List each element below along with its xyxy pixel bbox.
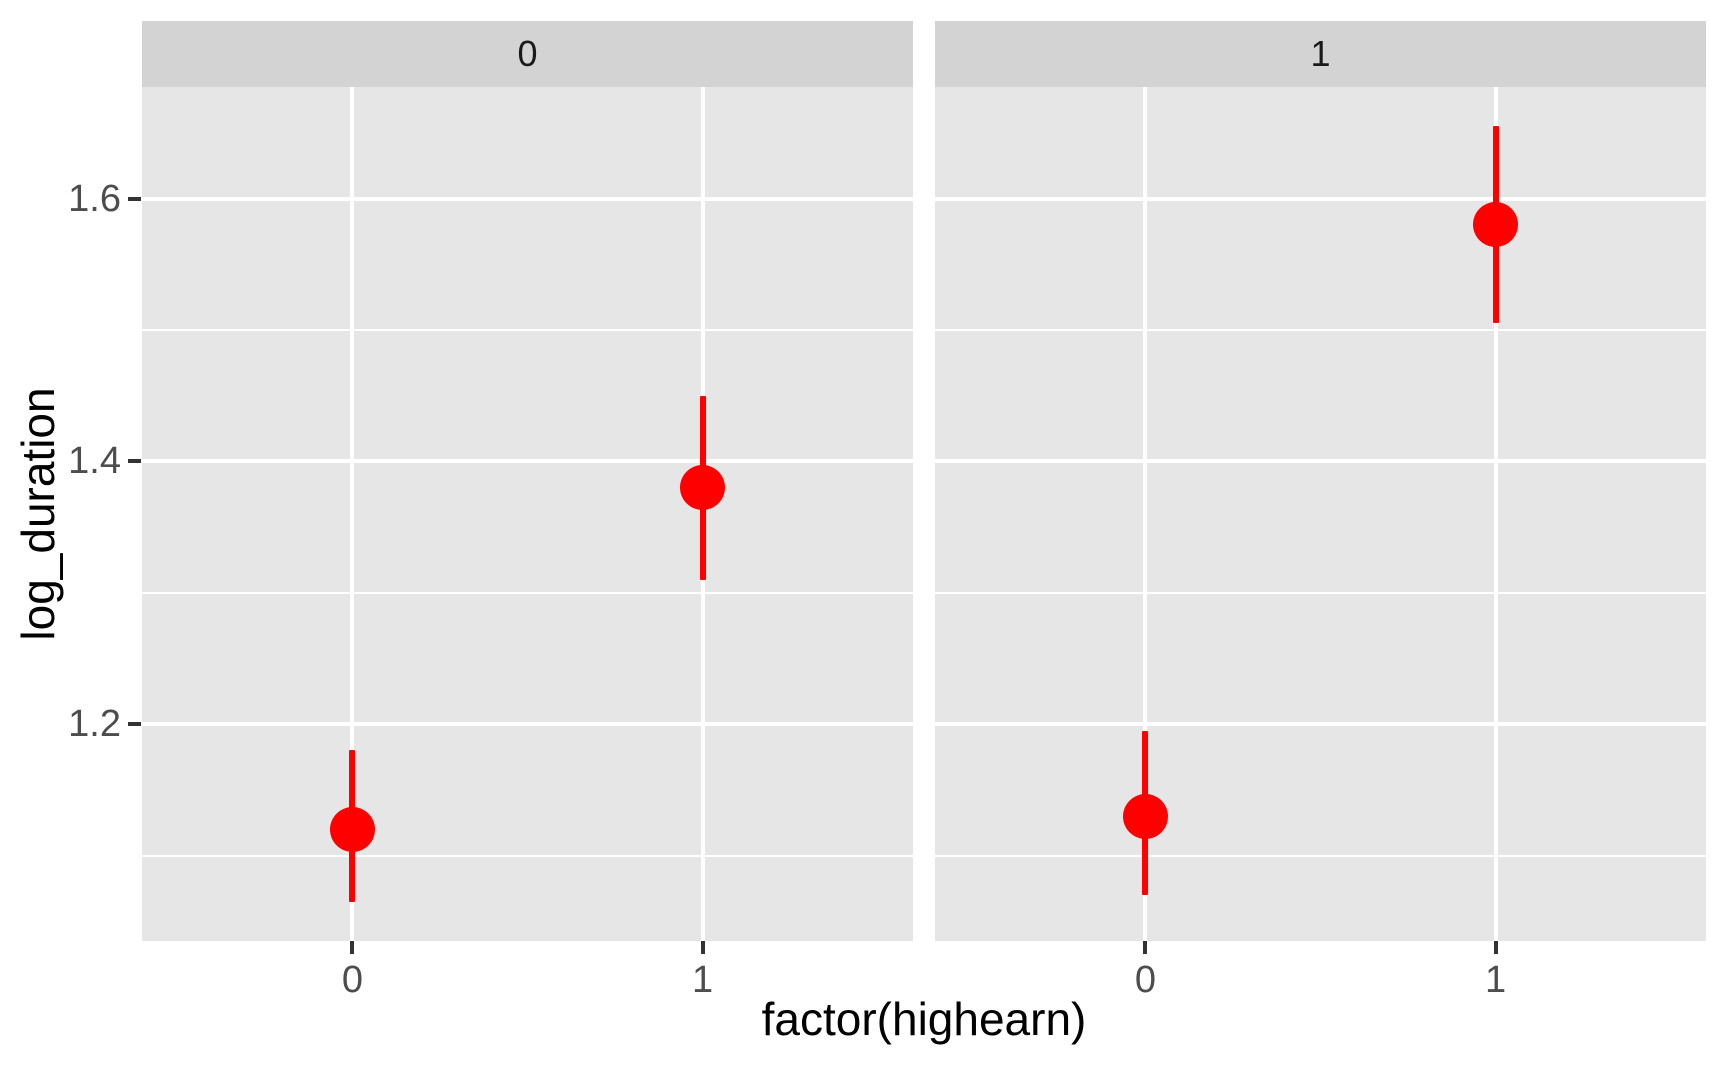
facet-panel: [935, 87, 1706, 941]
gridline-minor-horizontal: [935, 854, 1706, 857]
gridline-minor-horizontal: [935, 591, 1706, 594]
x-axis-title: factor(highearn): [761, 993, 1087, 1045]
pointrange-point: [1473, 202, 1519, 248]
gridline-major-horizontal: [935, 722, 1706, 727]
y-axis-tick-mark: [128, 722, 141, 727]
gridline-minor-horizontal: [142, 854, 913, 857]
gridline-major-vertical: [350, 87, 355, 941]
facet-strip-label: 1: [1310, 33, 1331, 74]
facet-1: 1: [935, 21, 1706, 941]
x-axis-tick-mark: [1493, 941, 1498, 954]
gridline-minor-horizontal: [935, 329, 1706, 332]
y-axis-title: log_duration: [12, 387, 64, 641]
x-axis-tick-label: 0: [341, 959, 364, 1001]
gridline-minor-horizontal: [142, 591, 913, 594]
gridline-major-horizontal: [935, 196, 1706, 201]
gridline-major-horizontal: [142, 722, 913, 727]
gridline-major-vertical: [1493, 87, 1498, 941]
gridline-major-horizontal: [142, 196, 913, 201]
y-axis-tick-label: 1.4: [68, 440, 121, 483]
facet-strip-label: 0: [517, 33, 538, 74]
x-axis-tick-mark: [1143, 941, 1148, 954]
gridline-major-horizontal: [142, 459, 913, 464]
pointrange-point: [329, 806, 375, 852]
facet-0: 0: [142, 21, 913, 941]
gridline-major-horizontal: [935, 459, 1706, 464]
gridline-minor-horizontal: [142, 329, 913, 332]
y-axis-tick-label: 1.6: [68, 177, 121, 220]
x-axis-tick-label: 1: [691, 959, 714, 1001]
facet-strip: 0: [142, 21, 913, 87]
facet-strip: 1: [935, 21, 1706, 87]
x-axis-tick-mark: [350, 941, 355, 954]
x-axis-tick-label: 1: [1484, 959, 1507, 1001]
x-axis-tick-label: 0: [1134, 959, 1157, 1001]
x-axis-tick-mark: [700, 941, 705, 954]
facet-panel: [142, 87, 913, 941]
y-axis-tick-mark: [128, 459, 141, 464]
pointrange-point: [1122, 793, 1168, 839]
y-axis-tick-mark: [128, 196, 141, 201]
y-axis-tick-label: 1.2: [68, 703, 121, 746]
pointrange-point: [680, 465, 726, 511]
gridline-major-vertical: [1143, 87, 1148, 941]
